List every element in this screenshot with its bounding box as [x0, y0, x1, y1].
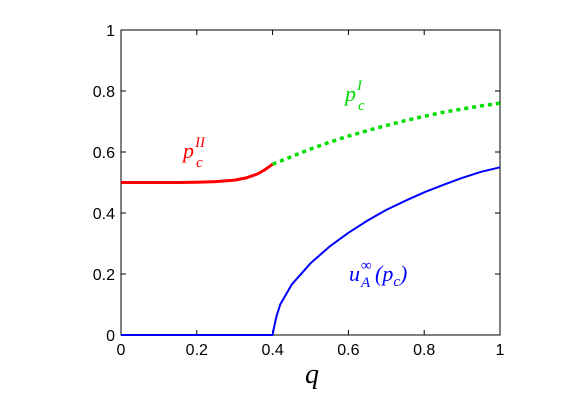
x-tick-label: 1 — [496, 342, 505, 359]
y-tick-label: 0.6 — [93, 145, 115, 162]
series-line-pcI — [271, 101, 501, 166]
axis-ticks: 0 0.2 0.4 0.6 0.8 1 0 0.2 0.4 0.6 0.8 1 — [93, 23, 505, 359]
x-tick-label: 0.4 — [261, 342, 283, 359]
series-label-uA-sub: A — [360, 275, 371, 291]
series-label-pcII: pII c — [181, 135, 206, 171]
series-label-pcI-sub: c — [358, 98, 365, 114]
series-label-uA-base: u — [349, 261, 360, 286]
series-label-pcII-sup: II — [194, 135, 206, 151]
series-label-uA: u∞ A (pc) — [349, 258, 407, 291]
series-label-pcII-base: p — [181, 138, 194, 163]
series-label-uA-sup: ∞ — [361, 258, 372, 274]
series-label-uA-arg-close: ) — [398, 261, 407, 286]
x-tick-label: 0.8 — [413, 342, 435, 359]
series-label-pcII-sub: c — [196, 155, 203, 171]
x-tick-label: 0.2 — [186, 342, 208, 359]
y-tick-label: 0.4 — [93, 206, 115, 223]
series-label-pcI-sup: I — [356, 78, 363, 94]
y-tick-label: 1 — [106, 23, 115, 40]
series-line-uA — [121, 166, 501, 336]
series-label-uA-arg-sub: c — [393, 274, 400, 290]
series-line-pcII — [121, 162, 274, 184]
y-tick-label: 0.8 — [93, 84, 115, 101]
y-tick-label: 0 — [106, 328, 115, 345]
x-tick-label: 0.6 — [337, 342, 359, 359]
series-label-pcI: pI c — [343, 78, 365, 114]
series-label-pcI-base: p — [343, 81, 356, 106]
series-layer — [121, 101, 501, 336]
x-axis-label: q — [305, 359, 319, 390]
y-tick-label: 0.2 — [93, 267, 115, 284]
x-tick-label: 0 — [117, 342, 126, 359]
series-label-uA-arg: (p — [375, 261, 393, 286]
